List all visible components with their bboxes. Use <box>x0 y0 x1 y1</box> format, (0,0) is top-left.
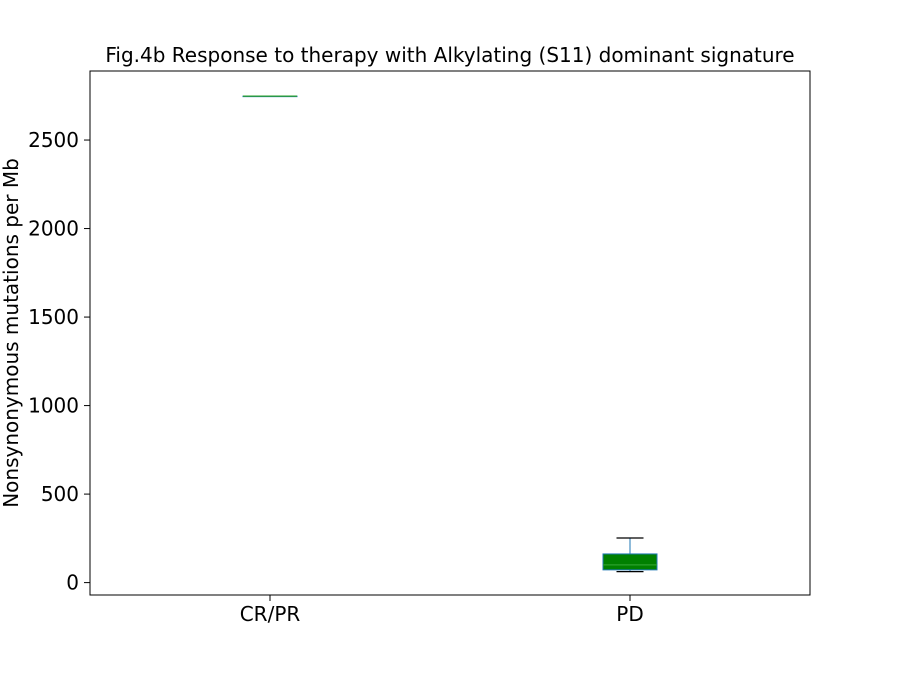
y-axis-ticks: 0 500 1000 1500 2000 2500 <box>28 128 90 595</box>
x-tick-label: PD <box>616 602 643 626</box>
y-tick-label: 500 <box>41 482 79 506</box>
y-tick-label: 1000 <box>28 394 79 418</box>
y-tick-label: 2000 <box>28 217 79 241</box>
box-series <box>242 95 658 573</box>
x-tick-label: CR/PR <box>240 602 301 626</box>
y-tick-label: 0 <box>66 571 79 595</box>
x-axis-ticks: CR/PR PD <box>240 595 644 626</box>
box <box>602 553 658 571</box>
y-tick-label: 1500 <box>28 305 79 329</box>
y-tick-label: 2500 <box>28 128 79 152</box>
chart-title: Fig.4b Response to therapy with Alkylati… <box>105 43 794 67</box>
y-axis-label: Nonsynonymous mutations per Mb <box>0 158 23 508</box>
plot-frame <box>89 70 811 596</box>
